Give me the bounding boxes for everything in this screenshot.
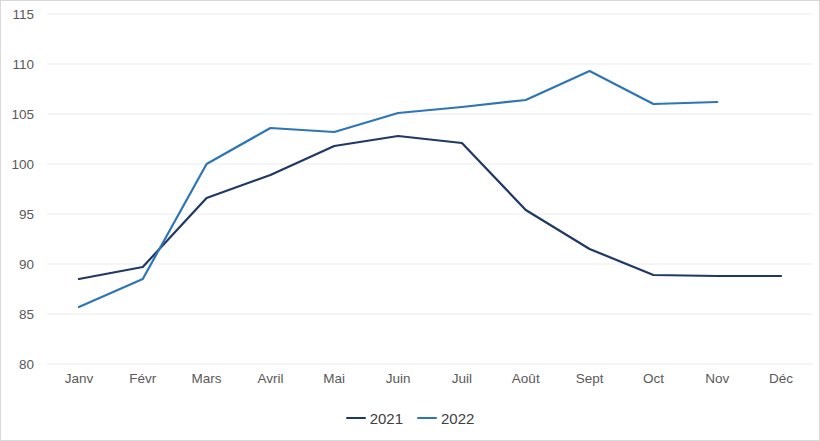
y-axis-tick-label: 80 [19,357,34,372]
y-axis-tick-label: 105 [11,107,34,122]
legend-item-2021: 2021 [346,411,403,426]
legend-label-2021: 2021 [370,411,403,426]
y-axis-tick-label: 90 [19,257,34,272]
series-line-2021 [79,136,781,279]
legend-item-2022: 2022 [417,411,474,426]
legend-dash-2021-icon [346,417,366,420]
x-axis-tick-label: Déc [769,371,793,386]
x-axis-tick-label: Août [512,371,540,386]
legend-label-2022: 2022 [441,411,474,426]
x-axis-tick-label: Nov [705,371,729,386]
x-axis-tick-label: Juil [452,371,472,386]
x-axis-tick-label: Juin [386,371,411,386]
chart-container: 80 85 90 95 100 105 110 115 Janv Févr Mars Avril Mai… [0,0,820,441]
y-axis-tick-label: 115 [12,7,34,22]
legend-dash-2022-icon [417,417,437,420]
x-axis-tick-label: Avril [257,371,283,386]
y-axis-tick-label: 100 [11,157,34,172]
line-chart-plot: 80 85 90 95 100 105 110 115 Janv Févr Mars Avril Mai… [1,1,820,401]
x-axis-tick-label: Oct [643,371,664,386]
x-axis-tick-label: Janv [65,371,94,386]
x-axis-tick-label: Mai [323,371,345,386]
series-line-2022 [79,71,717,307]
x-axis-tick-label: Févr [129,371,157,386]
x-axis-tick-label: Sept [576,371,604,386]
x-axis-tick-label: Mars [192,371,222,386]
y-axis-tick-label: 85 [19,307,34,322]
chart-legend: 2021 2022 [1,405,819,431]
y-axis-tick-label: 95 [19,207,34,222]
y-axis-tick-label: 110 [12,57,34,72]
